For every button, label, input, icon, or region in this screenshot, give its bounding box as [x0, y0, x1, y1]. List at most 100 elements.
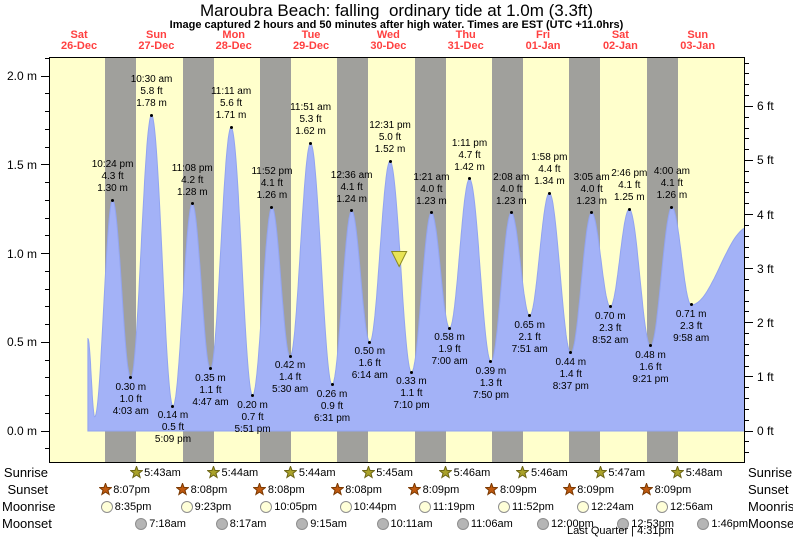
tide-extreme-dot: [590, 211, 594, 215]
y-axis-left-tick-label: 2.0 m: [6, 69, 37, 83]
tide-label-line: 4.4 ft: [538, 164, 561, 176]
y-axis-left-tick-label: 1.5 m: [6, 157, 37, 172]
y-axis-right-tick: [745, 159, 753, 161]
tide-label-line: 1:58 pm: [531, 152, 568, 164]
tide-label-line: 0.26 m: [316, 388, 348, 400]
moonset-circle-icon: [296, 518, 309, 530]
high-tide-label: 10:24 pm 4.3 ft 1.30 m: [71, 159, 155, 195]
low-tide-label: 0.26 m 0.9 ft 6:31 pm: [290, 389, 374, 425]
tide-label-line: 7:50 pm: [472, 389, 510, 401]
almanac-row-label-right-moonset: Moonset: [748, 516, 793, 531]
tide-extreme-dot: [270, 205, 274, 209]
high-tide-label: 1:11 pm 4.7 ft 1.42 m: [428, 138, 512, 174]
y-axis-right-minor-tick: [745, 452, 749, 454]
tide-label-line: 0.65 m: [514, 319, 545, 331]
almanac-time-moonrise: 10:05pm: [274, 501, 318, 513]
tide-extreme-dot: [608, 305, 612, 309]
tide-label-line: 4.0 ft: [580, 183, 603, 195]
y-axis-left-tick: [41, 164, 49, 166]
day-header: Sat 02-Jan: [585, 30, 655, 52]
low-tide-label: 0.70 m 2.3 ft 8:52 am: [568, 311, 652, 347]
tide-label-line: 1.23 m: [416, 195, 447, 207]
tide-extreme-dot: [350, 209, 354, 213]
tide-label-line: 7:10 pm: [393, 400, 430, 412]
y-axis-left-minor-tick: [45, 128, 49, 130]
tide-label-line: 1.34 m: [534, 176, 565, 188]
y-axis-right-tick-label: 6 ft: [757, 99, 774, 114]
day-header-date: 02-Jan: [602, 40, 638, 52]
low-tide-label: 0.14 m 0.5 ft 5:09 pm: [131, 410, 215, 446]
sunrise-star-icon: [515, 464, 531, 479]
tide-extreme-dot: [171, 404, 175, 408]
y-axis-right-tick-label: 3 ft: [757, 261, 774, 276]
tide-extreme-dot: [509, 211, 513, 215]
y-axis-right-tick: [745, 105, 753, 107]
tide-plot-area: 10:24 pm 4.3 ft 1.30 m 0.30 m 1.0 ft 4:03 am 1…: [49, 57, 745, 463]
sunrise-star-icon: [283, 464, 299, 479]
almanac-time-sunrise: 5:44am: [221, 467, 259, 479]
low-tide-label: 0.65 m 2.1 ft 7:51 am: [488, 320, 572, 356]
y-axis-left-minor-tick: [45, 93, 49, 95]
sunset-star-icon: [97, 481, 113, 496]
day-header: Sat 26-Dec: [44, 30, 114, 52]
tide-extreme-dot: [129, 376, 133, 380]
tide-label-line: 1.9 ft: [438, 344, 461, 356]
almanac-time-sunrise: 5:43am: [144, 467, 181, 479]
almanac-row-label-left-sunset: Sunset: [7, 482, 48, 497]
y-axis-right-tick-label: 2 ft: [757, 315, 774, 330]
high-tide-label: 12:31 pm 5.0 ft 1.52 m: [348, 120, 432, 156]
almanac-time-sunrise: 5:46am: [453, 467, 491, 479]
tide-label-line: 0.44 m: [555, 356, 587, 368]
sunrise-star-icon: [438, 464, 453, 479]
y-axis-left-tick: [41, 430, 49, 432]
tide-label-line: 0.5 ft: [161, 422, 185, 434]
day-header-date: 30-Dec: [370, 40, 407, 52]
tide-label-line: 4:00 am: [653, 166, 690, 178]
almanac-time-moonset: 10:11am: [390, 518, 433, 530]
tide-label-line: 1.23 m: [576, 195, 607, 207]
almanac-row-label-left-moonset: Moonset: [2, 516, 52, 531]
sunrise-star-icon: [206, 464, 221, 479]
tide-label-line: 4.2 ft: [181, 174, 204, 186]
day-header-date: 27-Dec: [138, 40, 175, 52]
tide-extreme-dot: [489, 360, 493, 364]
y-axis-right-minor-tick: [745, 257, 749, 259]
almanac-row-label-right-moonrise: Moonrise: [748, 499, 793, 514]
y-axis-right-minor-tick: [745, 73, 749, 75]
almanac-time-sunset: 8:09pm: [654, 484, 692, 496]
y-axis-left-minor-tick: [45, 57, 49, 59]
low-tide-label: 0.58 m 1.9 ft 7:00 am: [408, 332, 492, 368]
tide-label-line: 5.8 ft: [140, 86, 163, 98]
day-header-date: 28-Dec: [215, 40, 252, 52]
tide-label-line: 1.4 ft: [559, 368, 582, 380]
y-axis-right-minor-tick: [745, 419, 749, 421]
y-axis-right-tick: [745, 214, 753, 216]
page-title: Maroubra Beach: falling ordinary tide at…: [199, 1, 594, 20]
tide-label-line: 8:37 pm: [552, 380, 589, 392]
tide-label-line: 4.1 ft: [660, 178, 684, 190]
day-header: Sun 03-Jan: [663, 30, 733, 52]
day-header: Mon 28-Dec: [199, 30, 269, 52]
tide-label-line: 4:03 am: [112, 405, 149, 417]
tide-label-line: 6:14 am: [351, 370, 388, 382]
tide-extreme-dot: [409, 370, 413, 374]
tide-label-line: 11:52 pm: [251, 166, 293, 178]
low-tide-label: 0.71 m 2.3 ft 9:58 am: [649, 309, 733, 345]
almanac-time-sunrise: 5:48am: [685, 467, 723, 479]
tide-extreme-dot: [689, 303, 693, 307]
almanac-time-sunrise: 5:47am: [608, 467, 646, 479]
day-header: Sun 27-Dec: [121, 30, 191, 52]
tide-extreme-dot: [429, 211, 433, 215]
day-header-date: 31-Dec: [447, 40, 484, 52]
tide-extreme-dot: [229, 125, 233, 129]
tide-label-line: 7:00 am: [431, 356, 468, 368]
almanac-time-moonset: 1:46pm: [711, 518, 749, 530]
low-tide-label: 0.39 m 1.3 ft 7:50 pm: [449, 366, 533, 402]
tide-label-line: 7:51 am: [511, 343, 548, 355]
tide-label-line: 1:11 pm: [451, 137, 488, 149]
y-axis-right-minor-tick: [745, 84, 749, 86]
tide-label-line: 2.3 ft: [599, 322, 622, 334]
tide-extreme-dot: [309, 141, 313, 145]
tide-label-line: 0.33 m: [396, 376, 427, 388]
sunset-star-icon: [329, 481, 345, 496]
